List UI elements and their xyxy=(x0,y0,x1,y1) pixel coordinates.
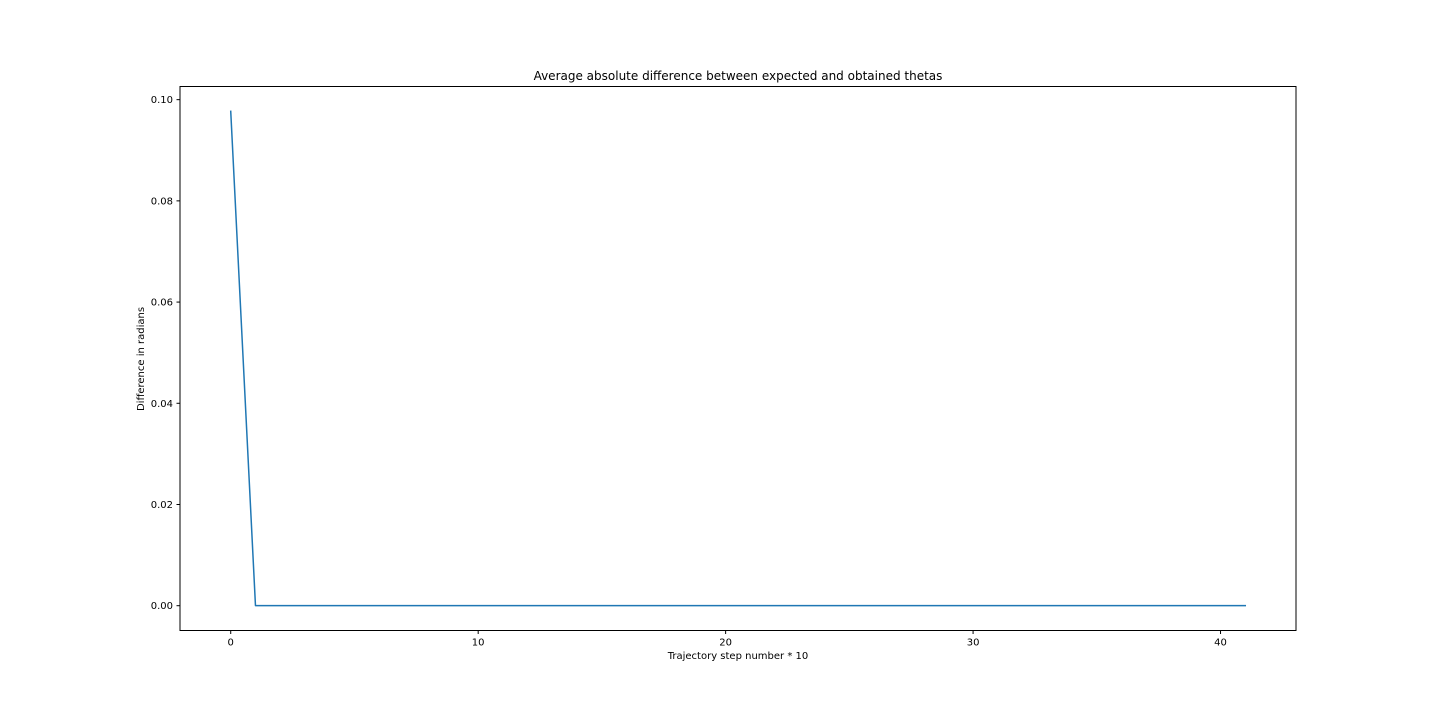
x-tick-label: 30 xyxy=(967,638,980,649)
y-tick-label: 0.02 xyxy=(151,500,173,511)
x-tick-label: 20 xyxy=(719,638,732,649)
y-tick-label: 0.04 xyxy=(151,399,173,410)
chart-title: Average absolute difference between expe… xyxy=(534,69,943,83)
x-axis-ticks: 0 10 20 30 40 xyxy=(228,630,1227,649)
x-axis-label: Trajectory step number * 10 xyxy=(667,651,808,662)
plot-frame xyxy=(179,86,1297,631)
x-tick-label: 40 xyxy=(1214,638,1227,649)
y-tick-label: 0.08 xyxy=(151,196,173,207)
y-axis-label: Difference in radians xyxy=(136,307,147,411)
x-tick-label: 10 xyxy=(472,638,485,649)
y-tick-label: 0.06 xyxy=(151,298,173,309)
series-line-0 xyxy=(229,110,1247,607)
y-tick-label: 0.10 xyxy=(151,95,173,106)
x-tick-label: 0 xyxy=(228,638,234,649)
y-axis-ticks: 0.00 0.02 0.04 0.06 0.08 0.10 xyxy=(151,95,180,612)
y-tick-label: 0.00 xyxy=(151,601,173,612)
plot-area xyxy=(229,110,1247,607)
